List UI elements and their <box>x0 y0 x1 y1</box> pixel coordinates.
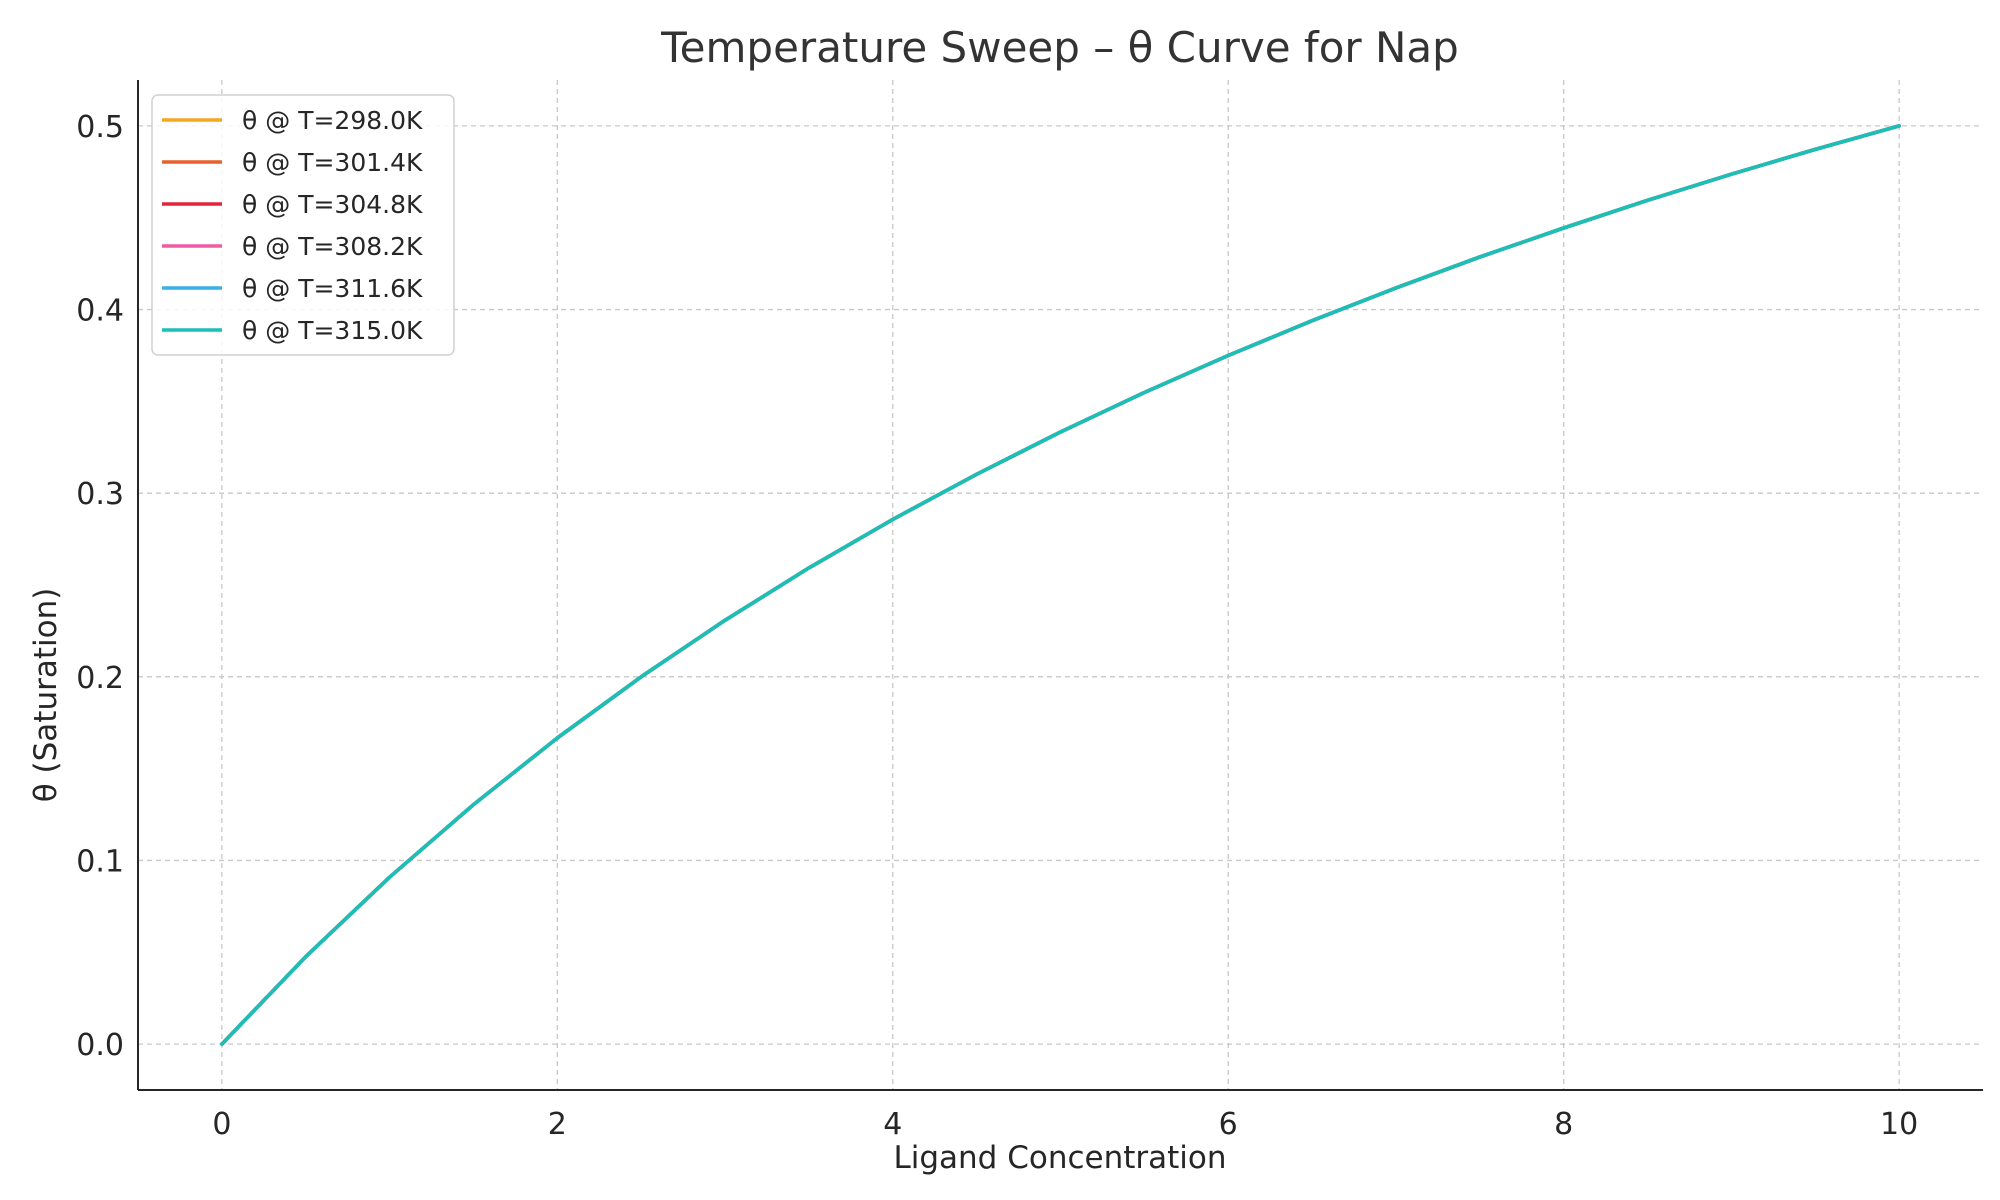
y-tick-label: 0.2 <box>76 661 124 696</box>
legend-label: θ @ T=315.0K <box>242 316 423 345</box>
axes-layer <box>137 80 1983 1091</box>
y-tick-label: 0.3 <box>76 477 124 512</box>
legend-label: θ @ T=298.0K <box>242 106 423 135</box>
x-tick-label: 8 <box>1554 1107 1573 1142</box>
series-line-2 <box>220 124 1901 1046</box>
y-tick-label: 0.5 <box>76 110 124 145</box>
legend-label: θ @ T=311.6K <box>242 274 423 303</box>
x-axis-title: Ligand Concentration <box>893 1140 1226 1176</box>
grid-layer <box>138 80 1983 1090</box>
series-line-4 <box>220 124 1901 1046</box>
series-line-0 <box>220 124 1901 1046</box>
ticks-layer: 0 2 4 6 8 10 0.0 0.1 0.2 0.3 0.4 0.5 <box>76 110 1918 1142</box>
legend-label: θ @ T=304.8K <box>242 190 423 219</box>
series-line-5 <box>220 124 1901 1046</box>
legend-label: θ @ T=301.4K <box>242 148 423 177</box>
series-line-3 <box>220 124 1901 1046</box>
series-layer <box>220 124 1901 1046</box>
y-axis-title: θ (Saturation) <box>28 588 64 803</box>
y-tick-label: 0.0 <box>76 1028 124 1063</box>
legend-box <box>151 94 455 356</box>
chart-title: Temperature Sweep – θ Curve for Nap <box>660 23 1459 72</box>
series-line-1 <box>220 124 1901 1046</box>
x-tick-label: 6 <box>1219 1107 1238 1142</box>
x-tick-label: 4 <box>883 1107 902 1142</box>
x-tick-label: 10 <box>1880 1107 1918 1142</box>
y-tick-label: 0.1 <box>76 844 124 879</box>
x-tick-label: 2 <box>548 1107 567 1142</box>
x-tick-label: 0 <box>212 1107 231 1142</box>
legend-label: θ @ T=308.2K <box>242 232 423 261</box>
y-tick-label: 0.4 <box>76 294 124 329</box>
legend: θ @ T=298.0K θ @ T=301.4K θ @ T=304.8K θ @ … <box>151 94 455 356</box>
